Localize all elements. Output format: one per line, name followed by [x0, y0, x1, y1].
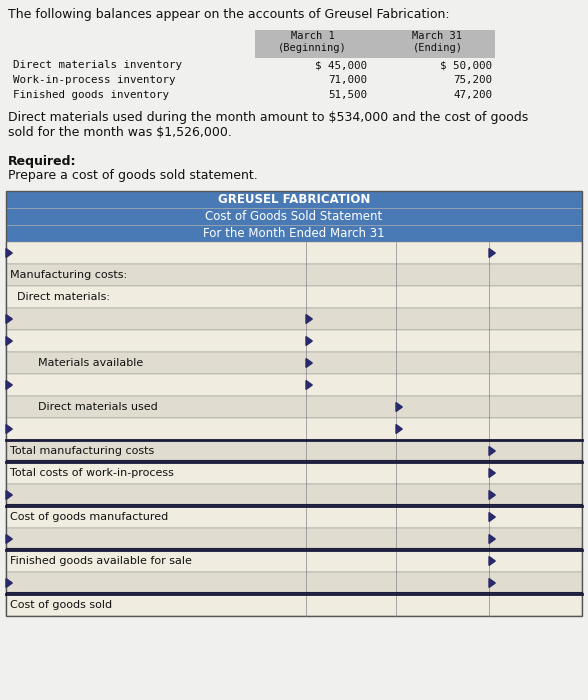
Text: 75,200: 75,200	[453, 75, 492, 85]
Text: March 31
(Ending): March 31 (Ending)	[413, 31, 463, 52]
FancyBboxPatch shape	[6, 396, 582, 418]
Text: March 1
(Beginning): March 1 (Beginning)	[278, 31, 347, 52]
Polygon shape	[6, 381, 12, 389]
Polygon shape	[6, 337, 12, 346]
Text: Direct materials used during the month amount to $534,000 and the cost of goods
: Direct materials used during the month a…	[8, 111, 528, 139]
FancyBboxPatch shape	[6, 506, 582, 528]
Polygon shape	[6, 424, 12, 433]
Polygon shape	[489, 248, 495, 258]
Text: 71,000: 71,000	[328, 75, 367, 85]
Text: $ 50,000: $ 50,000	[440, 60, 492, 70]
Polygon shape	[6, 578, 12, 587]
Polygon shape	[306, 314, 312, 323]
FancyBboxPatch shape	[6, 572, 582, 594]
Text: Total costs of work-in-process: Total costs of work-in-process	[10, 468, 174, 478]
Text: Manufacturing costs:: Manufacturing costs:	[10, 270, 127, 280]
Text: 47,200: 47,200	[453, 90, 492, 100]
Polygon shape	[306, 358, 312, 368]
Text: GREUSEL FABRICATION: GREUSEL FABRICATION	[218, 193, 370, 206]
FancyBboxPatch shape	[6, 286, 582, 308]
Text: Finished goods available for sale: Finished goods available for sale	[10, 556, 192, 566]
Text: Direct materials used: Direct materials used	[10, 402, 158, 412]
Polygon shape	[489, 556, 495, 566]
Polygon shape	[489, 491, 495, 500]
Text: Cost of goods manufactured: Cost of goods manufactured	[10, 512, 168, 522]
FancyBboxPatch shape	[6, 208, 582, 225]
Polygon shape	[6, 314, 12, 323]
Polygon shape	[489, 578, 495, 587]
Polygon shape	[396, 402, 402, 412]
FancyBboxPatch shape	[255, 30, 495, 58]
Text: Direct materials:: Direct materials:	[10, 292, 110, 302]
Polygon shape	[489, 535, 495, 543]
Text: Materials available: Materials available	[10, 358, 143, 368]
FancyBboxPatch shape	[6, 462, 582, 484]
Text: Work-in-process inventory: Work-in-process inventory	[13, 75, 175, 85]
Polygon shape	[489, 512, 495, 522]
Text: For the Month Ended March 31: For the Month Ended March 31	[203, 227, 385, 240]
Text: $ 45,000: $ 45,000	[315, 60, 367, 70]
Text: Direct materials inventory: Direct materials inventory	[13, 60, 182, 70]
FancyBboxPatch shape	[6, 330, 582, 352]
Polygon shape	[396, 424, 402, 433]
Polygon shape	[489, 468, 495, 477]
Text: Cost of Goods Sold Statement: Cost of Goods Sold Statement	[205, 210, 383, 223]
FancyBboxPatch shape	[6, 440, 582, 462]
Polygon shape	[6, 491, 12, 500]
FancyBboxPatch shape	[6, 242, 582, 264]
FancyBboxPatch shape	[6, 550, 582, 572]
Text: Finished goods inventory: Finished goods inventory	[13, 90, 169, 100]
Polygon shape	[306, 381, 312, 389]
FancyBboxPatch shape	[6, 308, 582, 330]
Text: Total manufacturing costs: Total manufacturing costs	[10, 446, 154, 456]
FancyBboxPatch shape	[6, 191, 582, 208]
Polygon shape	[489, 447, 495, 456]
Polygon shape	[6, 248, 12, 258]
FancyBboxPatch shape	[6, 594, 582, 616]
FancyBboxPatch shape	[6, 374, 582, 396]
FancyBboxPatch shape	[6, 418, 582, 440]
Polygon shape	[306, 337, 312, 346]
Text: Prepare a cost of goods sold statement.: Prepare a cost of goods sold statement.	[8, 169, 258, 182]
Text: Cost of goods sold: Cost of goods sold	[10, 600, 112, 610]
FancyBboxPatch shape	[6, 225, 582, 242]
Text: Required:: Required:	[8, 155, 76, 168]
FancyBboxPatch shape	[6, 352, 582, 374]
Text: The following balances appear on the accounts of Greusel Fabrication:: The following balances appear on the acc…	[8, 8, 450, 21]
FancyBboxPatch shape	[6, 484, 582, 506]
FancyBboxPatch shape	[6, 528, 582, 550]
Text: 51,500: 51,500	[328, 90, 367, 100]
FancyBboxPatch shape	[6, 264, 582, 286]
Polygon shape	[6, 535, 12, 543]
